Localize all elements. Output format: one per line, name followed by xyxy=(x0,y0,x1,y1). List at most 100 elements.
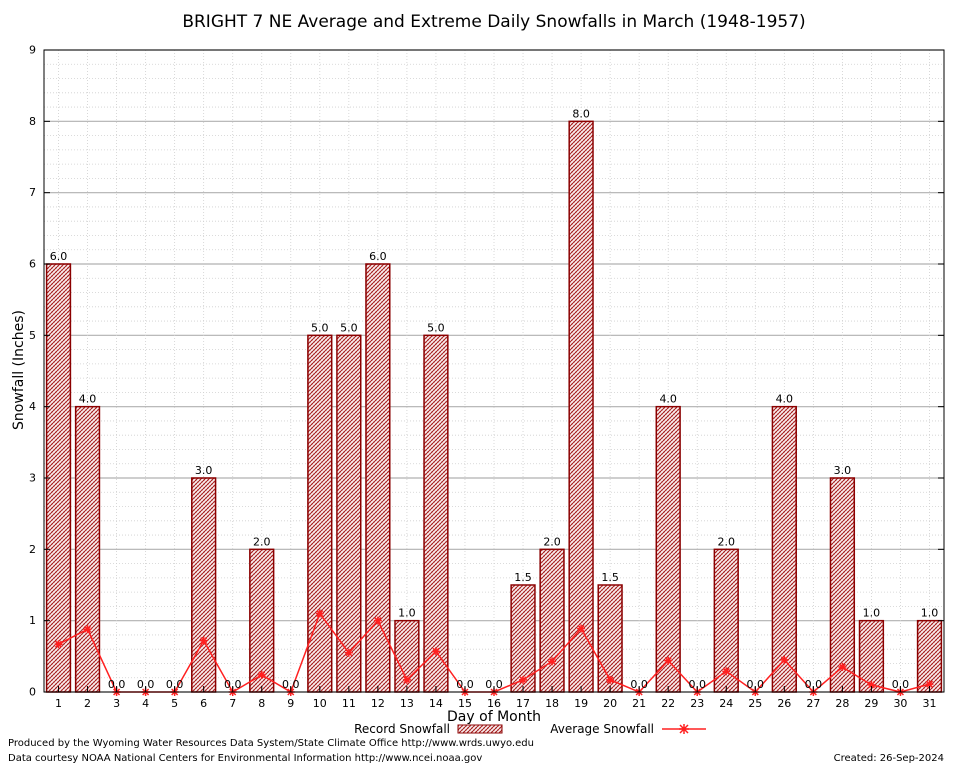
average-point xyxy=(664,656,673,665)
x-tick-label: 18 xyxy=(545,697,559,710)
bar-value-label: 3.0 xyxy=(195,464,213,477)
y-tick-label: 5 xyxy=(29,329,36,342)
record-bar xyxy=(74,405,101,693)
bar-value-label: 1.0 xyxy=(921,607,939,620)
chart-title: BRIGHT 7 NE Average and Extreme Daily Sn… xyxy=(182,12,805,32)
average-point xyxy=(925,680,934,689)
x-tick-label: 1 xyxy=(55,697,62,710)
x-tick-label: 20 xyxy=(603,697,617,710)
average-point xyxy=(577,624,586,633)
x-tick-label: 2 xyxy=(84,697,91,710)
x-tick-label: 19 xyxy=(574,697,588,710)
bar-value-label: 6.0 xyxy=(369,250,387,263)
y-tick-label: 6 xyxy=(29,258,36,271)
x-tick-label: 23 xyxy=(690,697,704,710)
x-tick-label: 5 xyxy=(171,697,178,710)
legend-average-marker xyxy=(679,724,689,734)
bar-value-label: 8.0 xyxy=(572,107,590,120)
bar-value-label: 3.0 xyxy=(834,464,852,477)
average-point xyxy=(257,670,266,679)
y-tick-label: 3 xyxy=(29,472,36,485)
bar-value-label: 0.0 xyxy=(805,678,823,691)
average-point xyxy=(548,657,557,666)
average-point xyxy=(519,675,528,684)
record-bar xyxy=(336,334,362,693)
x-tick-label: 29 xyxy=(864,697,878,710)
footer-produced-by: Produced by the Wyoming Water Resources … xyxy=(8,738,534,749)
average-point xyxy=(606,675,615,684)
x-tick-label: 17 xyxy=(516,697,530,710)
y-tick-label: 4 xyxy=(29,400,36,413)
y-tick-label: 2 xyxy=(29,543,36,556)
bar-value-label: 5.0 xyxy=(311,321,329,334)
bar-value-label: 2.0 xyxy=(253,535,271,548)
average-point xyxy=(867,680,876,689)
bar-value-label: 0.0 xyxy=(108,678,126,691)
x-tick-label: 24 xyxy=(719,697,733,710)
bar-value-label: 0.0 xyxy=(224,678,242,691)
bar-value-label: 0.0 xyxy=(630,678,648,691)
average-point xyxy=(199,636,208,645)
average-point xyxy=(344,648,353,657)
legend: Record Snowfall Average Snowfall xyxy=(354,722,706,736)
bar-value-label: 1.5 xyxy=(601,571,619,584)
y-axis-ticks: 0 1 2 3 4 5 6 7 8 9 xyxy=(29,44,944,699)
record-bar xyxy=(771,405,797,693)
bar-value-label: 2.0 xyxy=(543,535,561,548)
record-bar xyxy=(307,334,333,693)
average-point xyxy=(54,640,63,649)
legend-record-swatch xyxy=(457,724,503,734)
x-axis-label: Day of Month xyxy=(447,709,541,725)
bar-value-label: 0.0 xyxy=(485,678,503,691)
record-bar xyxy=(45,263,72,693)
record-bar xyxy=(191,477,217,693)
legend-record-label: Record Snowfall xyxy=(354,722,450,736)
record-bar xyxy=(365,263,391,693)
bar-value-label: 4.0 xyxy=(776,393,794,406)
x-tick-label: 30 xyxy=(893,697,907,710)
x-tick-label: 27 xyxy=(806,697,820,710)
x-tick-label: 22 xyxy=(661,697,675,710)
legend-average-label: Average Snowfall xyxy=(550,722,654,736)
x-tick-label: 7 xyxy=(229,697,236,710)
record-bar xyxy=(539,548,565,693)
x-tick-label: 3 xyxy=(113,697,120,710)
bar-value-label: 5.0 xyxy=(427,321,445,334)
average-point xyxy=(315,609,324,618)
bar-labels: 6.0 4.0 0.0 0.0 0.0 3.0 0.0 2.0 0.0 5.0 5.0 6.0 1.0 5… xyxy=(50,107,938,691)
record-bar xyxy=(568,120,594,693)
bar-value-label: 1.5 xyxy=(514,571,532,584)
footer-courtesy: Data courtesy NOAA National Centers for … xyxy=(8,753,483,764)
bar-value-label: 0.0 xyxy=(747,678,765,691)
bar-value-label: 0.0 xyxy=(456,678,474,691)
bar-value-label: 0.0 xyxy=(282,678,300,691)
bar-value-label: 0.0 xyxy=(166,678,184,691)
record-bar xyxy=(423,334,449,693)
y-tick-label: 1 xyxy=(29,614,36,627)
bar-value-label: 0.0 xyxy=(688,678,706,691)
bar-value-label: 0.0 xyxy=(892,678,910,691)
bar-value-label: 4.0 xyxy=(659,393,677,406)
y-tick-label: 7 xyxy=(29,186,36,199)
x-tick-label: 25 xyxy=(748,697,762,710)
y-tick-label: 0 xyxy=(29,686,36,699)
average-point xyxy=(431,647,440,656)
average-point xyxy=(83,625,92,634)
grid xyxy=(44,49,944,693)
average-point xyxy=(722,667,731,676)
x-tick-label: 28 xyxy=(835,697,849,710)
bar-value-label: 6.0 xyxy=(50,250,68,263)
bar-value-label: 0.0 xyxy=(137,678,155,691)
x-tick-label: 14 xyxy=(429,697,443,710)
bar-value-label: 1.0 xyxy=(398,607,416,620)
y-axis-label: Snowfall (Inches) xyxy=(11,310,27,430)
y-tick-label: 8 xyxy=(29,115,36,128)
x-axis-ticks: 1 2 3 4 5 6 7 8 9 10 11 12 13 14 15 16 17 18 19 20 21 22 23 24 2… xyxy=(55,686,936,710)
average-point xyxy=(780,655,789,664)
x-tick-label: 8 xyxy=(258,697,265,710)
x-tick-label: 9 xyxy=(287,697,294,710)
record-bars xyxy=(45,120,943,693)
x-tick-label: 26 xyxy=(777,697,791,710)
x-tick-label: 15 xyxy=(458,697,472,710)
x-tick-label: 16 xyxy=(487,697,501,710)
